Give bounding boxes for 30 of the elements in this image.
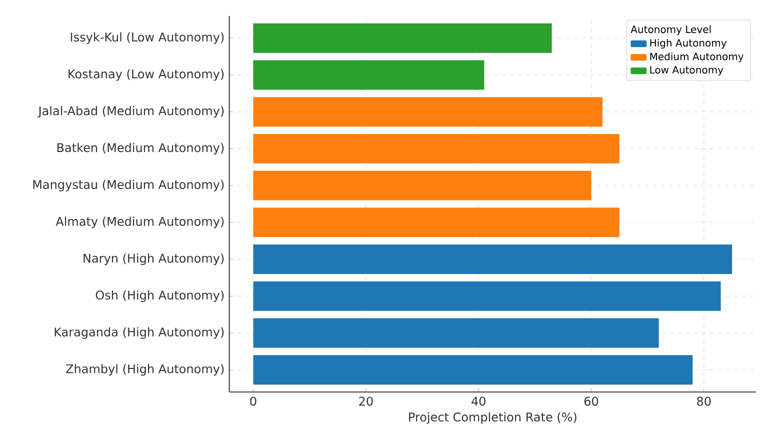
x-tick-label: 80 — [697, 396, 711, 406]
bar — [253, 134, 620, 164]
y-tick-label: Almaty (Medium Autonomy) — [56, 216, 224, 228]
bar — [253, 170, 592, 200]
legend-label: High Autonomy — [650, 38, 727, 49]
bar — [253, 60, 484, 90]
x-tick-label: 60 — [584, 396, 598, 406]
y-tick-label: Issyk-Kul (Low Autonomy) — [70, 32, 224, 44]
y-tick-label: Karaganda (High Autonomy) — [54, 327, 224, 339]
y-tick-label: Jalal-Abad (Medium Autonomy) — [38, 106, 224, 118]
legend-label: Low Autonomy — [650, 66, 724, 76]
bar — [253, 208, 620, 238]
bar — [253, 318, 659, 348]
bar — [253, 97, 603, 127]
y-tick-label: Batken (Medium Autonomy) — [57, 142, 224, 154]
bar — [253, 355, 693, 385]
legend-title: Autonomy Level — [630, 25, 711, 36]
x-tick-label: 0 — [250, 396, 256, 406]
bar — [253, 23, 552, 53]
y-tick-label: Mangystau (Medium Autonomy) — [33, 180, 224, 192]
bar — [253, 244, 732, 274]
legend-label: Medium Autonomy — [650, 52, 744, 62]
y-tick-label: Naryn (High Autonomy) — [84, 253, 224, 266]
y-tick-label: Kostanay (Low Autonomy) — [68, 69, 224, 81]
bar — [253, 281, 721, 311]
x-tick-label: 40 — [472, 396, 486, 406]
x-axis-title: Project Completion Rate (%) — [409, 412, 576, 424]
y-tick-label: Osh (High Autonomy) — [96, 290, 224, 302]
y-tick-label: Zhambyl (High Autonomy) — [66, 364, 224, 376]
x-tick-label: 20 — [359, 396, 373, 406]
